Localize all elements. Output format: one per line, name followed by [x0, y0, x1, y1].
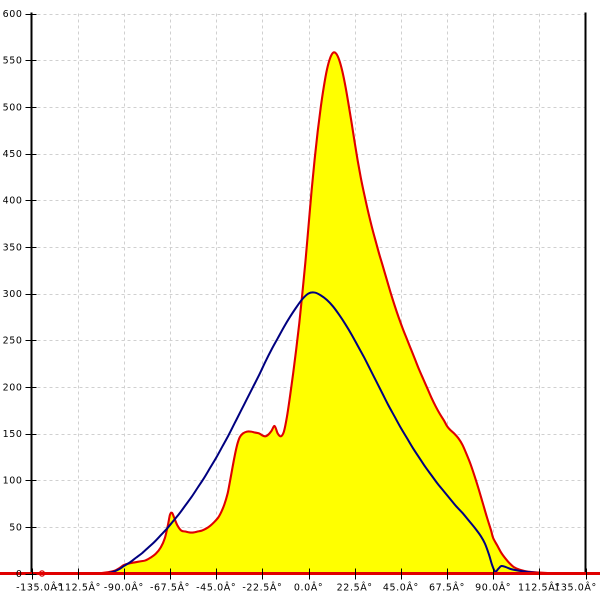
measured-series-fill	[31, 52, 586, 574]
y-tick-labels: 0 50 100 150 200 250 300 350 400 450 500 550 600	[3, 9, 23, 580]
x-tick-label: 67.5Â°	[429, 582, 465, 594]
y-tick-label: 300	[3, 289, 23, 300]
y-tick-label: 350	[3, 242, 23, 253]
y-tick-label: 50	[9, 522, 22, 533]
plot-series-layer	[30, 51, 587, 575]
x-tick-labels: -135.0Â°-112.5Â° -90.0Â° -67.5Â° -45.0Â° -22…	[16, 582, 597, 594]
x-tick-label: -135.0Â°	[16, 582, 63, 594]
x-tick-label: -22.5Â°	[242, 582, 282, 594]
fitted-series-line	[30, 291, 587, 575]
x-tick-label: 22.5Â°	[337, 582, 373, 594]
y-tick-label: 0	[16, 569, 23, 580]
y-tick-label: 250	[3, 336, 23, 347]
x-tick-label: 90.0Â°	[475, 582, 511, 594]
y-tick-label: 600	[3, 9, 23, 20]
y-tick-label: 500	[3, 102, 23, 113]
tick-marks	[25, 13, 588, 580]
y-tick-label: 450	[3, 149, 23, 160]
y-tick-label: 150	[3, 429, 23, 440]
x-tick-label: -45.0Â°	[196, 582, 236, 594]
x-tick-label: -112.5Â°	[54, 582, 101, 594]
x-tick-label: 112.5Â°	[518, 582, 561, 594]
y-tick-label: 200	[3, 382, 23, 393]
x-tick-label: 45.0Â°	[383, 582, 419, 594]
y-tick-label: 550	[3, 56, 23, 67]
x-tick-label: -67.5Â°	[150, 582, 190, 594]
origin-marker-icon	[38, 570, 46, 577]
y-tick-label: 100	[3, 476, 23, 487]
x-tick-label: 135.0Â°	[554, 582, 597, 594]
x-tick-label: -90.0Â°	[104, 582, 144, 594]
y-tick-label: 400	[3, 196, 23, 207]
x-tick-label: 0.0Â°	[294, 582, 323, 594]
measured-series-line	[30, 51, 587, 575]
